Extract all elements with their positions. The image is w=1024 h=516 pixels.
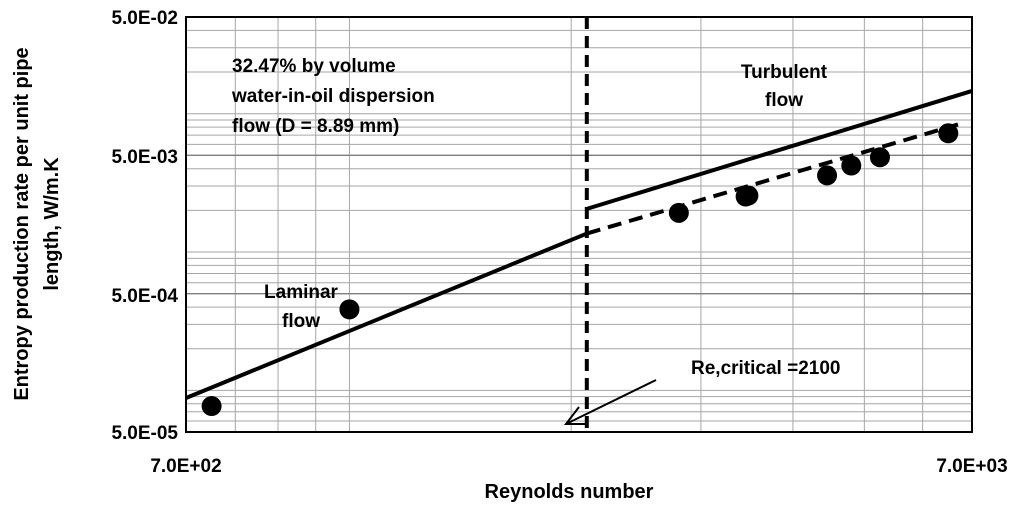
annotation-dispersion: 32.47% by volume water-in-oil dispersion… [231, 56, 435, 137]
annotation-text: water-in-oil dispersion [231, 86, 435, 107]
y-axis-title-line-2: length, W/m.K [41, 157, 63, 291]
annotation-text: Re,critical =2100 [691, 358, 840, 379]
annotation-turbulent: Turbulent flow [741, 62, 828, 111]
annotation-text: 32.47% by volume [232, 56, 396, 77]
data-point [738, 185, 759, 206]
plot-frame [185, 16, 973, 433]
y-axis-title: Entropy production rate per unit pipe le… [11, 47, 63, 400]
x-axis-title: Reynolds number [485, 481, 654, 503]
y-tick-label: 5.0E-02 [111, 8, 178, 29]
critical-arrow-head [563, 406, 588, 425]
x-tick-label: 7.0E+03 [936, 456, 1007, 477]
annotation-text: flow [765, 90, 803, 111]
annotation-text: flow (D = 8.89 mm) [232, 116, 399, 137]
data-point [201, 396, 222, 417]
y-tick-labels: 5.0E-02 5.0E-03 5.0E-04 5.0E-05 [111, 8, 178, 444]
fit-line-solid [185, 231, 588, 400]
fit-line-solid [586, 89, 973, 211]
data-points [201, 123, 959, 417]
data-point [817, 165, 838, 186]
y-tick-label: 5.0E-03 [111, 147, 178, 168]
y-tick-label: 5.0E-04 [111, 286, 178, 307]
data-point [938, 123, 959, 144]
fit-lines [185, 89, 973, 400]
annotation-text: Laminar [264, 282, 339, 303]
y-tick-label: 5.0E-05 [111, 423, 178, 444]
data-point [869, 147, 890, 168]
annotation-critical: Re,critical =2100 [563, 358, 840, 425]
plot-background [186, 17, 972, 432]
critical-arrow-shaft [565, 379, 657, 425]
data-point [339, 299, 360, 320]
x-tick-labels: 7.0E+02 7.0E+03 [150, 456, 1007, 477]
x-tick-label: 7.0E+02 [150, 456, 221, 477]
data-point [841, 155, 862, 176]
annotation-laminar: Laminar flow [264, 282, 339, 332]
data-point [668, 202, 689, 223]
annotation-text: flow [282, 311, 320, 332]
y-axis-title-line-1: Entropy production rate per unit pipe [11, 47, 33, 400]
annotation-text: Turbulent [741, 62, 828, 83]
